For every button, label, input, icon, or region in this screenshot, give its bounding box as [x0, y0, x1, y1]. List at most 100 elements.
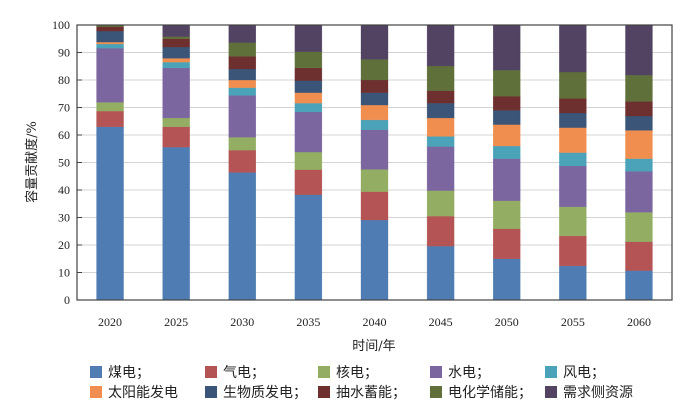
bar-segment-2020-3: [96, 47, 124, 103]
bar-segment-2045-8: [426, 65, 455, 91]
bar-segment-2020-0: [96, 126, 124, 301]
legend-label: 煤电；: [108, 365, 150, 381]
bar-segment-2055-3: [559, 165, 587, 208]
bar-segment-2045-7: [426, 90, 455, 104]
legend-label: 需求侧资源: [563, 385, 633, 401]
bar-segment-2045-2: [426, 190, 455, 217]
bar-segment-2055-9: [559, 24, 587, 73]
legend-swatch: [430, 366, 442, 378]
legend-label: 气电；: [223, 365, 265, 381]
bar-segment-2060-6: [625, 115, 653, 131]
bar-segment-2040-4: [360, 119, 389, 131]
y-tick-label: 50: [58, 156, 70, 170]
legend-swatch: [90, 366, 102, 378]
bar-segment-2040-0: [360, 219, 389, 301]
bar-segment-2030-5: [228, 79, 257, 88]
y-tick-label: 0: [64, 293, 70, 307]
bar-segment-2030-2: [228, 136, 257, 151]
bar-segment-2030-6: [228, 68, 257, 81]
legend-label: 电化学储能；: [448, 385, 532, 401]
bar-segment-2025-7: [162, 38, 190, 48]
legend-swatch: [318, 366, 330, 378]
bar-segment-2030-4: [228, 87, 257, 96]
legend-swatch: [318, 386, 330, 398]
x-tick-label: 2040: [363, 315, 387, 329]
bar-segment-2040-6: [360, 92, 389, 106]
bar-segment-2045-5: [426, 117, 455, 137]
x-tick-label: 2030: [230, 315, 254, 329]
legend-label: 抽水蓄能；: [336, 385, 406, 401]
legend-swatch: [205, 366, 217, 378]
legend-swatch: [205, 386, 217, 398]
y-tick-label: 80: [58, 73, 70, 87]
x-tick-label: 2020: [98, 315, 122, 329]
bar-segment-2050-3: [492, 158, 521, 201]
bar-segment-2050-9: [492, 24, 521, 71]
bar-segment-2060-2: [625, 212, 653, 242]
bar-segment-2045-4: [426, 136, 455, 147]
bar-segment-2035-7: [294, 67, 323, 81]
bar-segment-2045-6: [426, 102, 455, 119]
y-tick-label: 30: [58, 211, 70, 225]
bar-segment-2040-9: [360, 24, 389, 60]
x-tick-label: 2050: [495, 315, 519, 329]
bar-segment-2060-0: [625, 270, 653, 301]
y-axis-label: 容量贡献度/%: [24, 121, 40, 203]
bar-segment-2050-7: [492, 95, 521, 111]
bar-segment-2025-5: [162, 58, 190, 63]
bar-segment-2030-1: [228, 149, 257, 173]
x-axis-label: 时间/年: [352, 339, 395, 354]
y-tick-label: 40: [58, 183, 70, 197]
bar-segment-2020-5: [96, 41, 124, 45]
bar-segment-2050-5: [492, 124, 521, 147]
y-tick-label: 20: [58, 238, 70, 252]
bar-segment-2050-0: [492, 258, 521, 301]
bar-segment-2060-1: [625, 241, 653, 271]
bar-segment-2035-3: [294, 111, 323, 153]
bar-segment-2060-4: [625, 158, 653, 172]
bar-segment-2025-8: [162, 36, 190, 39]
y-tick-label: 100: [52, 18, 70, 32]
bar-segment-2040-1: [360, 191, 389, 221]
legend-label: 水电；: [448, 365, 490, 381]
bar-segment-2060-9: [625, 24, 653, 76]
bar-segment-2035-6: [294, 80, 323, 93]
y-tick-label: 90: [58, 46, 70, 60]
legend-label: 太阳能发电: [108, 385, 178, 401]
x-tick-label: 2025: [164, 315, 188, 329]
bar-segment-2035-8: [294, 51, 323, 69]
bar-segment-2030-9: [228, 24, 257, 43]
legend-label: 生物质发电；: [223, 385, 307, 401]
bar-segment-2050-1: [492, 228, 521, 259]
legend-label: 核电；: [336, 365, 378, 381]
bar-segment-2045-9: [426, 24, 455, 67]
bar-segment-2055-2: [559, 206, 587, 237]
bar-segment-2020-2: [96, 102, 124, 112]
bar-segment-2040-7: [360, 79, 389, 93]
legend-swatch: [545, 386, 557, 398]
bar-segment-2035-4: [294, 102, 323, 113]
bar-segment-2055-7: [559, 98, 587, 114]
bar-segment-2055-4: [559, 152, 587, 167]
bar-segment-2055-0: [559, 265, 587, 301]
bar-segment-2030-8: [228, 42, 257, 57]
bar-segment-2025-4: [162, 61, 190, 69]
bar-segment-2035-9: [294, 24, 323, 52]
legend-swatch: [545, 366, 557, 378]
legend: 煤电； 气电； 核电； 水电； 风电； 太阳能发电 生物质发电； 抽水蓄能； 电化学储能； 需求侧…: [90, 365, 633, 401]
x-tick-label: 2035: [296, 315, 320, 329]
legend-label: 风电；: [563, 365, 605, 381]
bar-segment-2035-0: [294, 194, 323, 301]
bar-segment-2040-3: [360, 129, 389, 170]
bar-segment-2045-3: [426, 146, 455, 191]
bar-segment-2035-5: [294, 92, 323, 104]
x-tick-label: 2045: [429, 315, 453, 329]
bar-segment-2035-1: [294, 169, 323, 195]
bar-segment-2025-0: [162, 146, 190, 301]
bar-segment-2040-5: [360, 104, 389, 121]
bar-segment-2055-1: [559, 235, 587, 267]
x-tick-label: 2055: [561, 315, 585, 329]
bar-segment-2030-0: [228, 172, 257, 301]
